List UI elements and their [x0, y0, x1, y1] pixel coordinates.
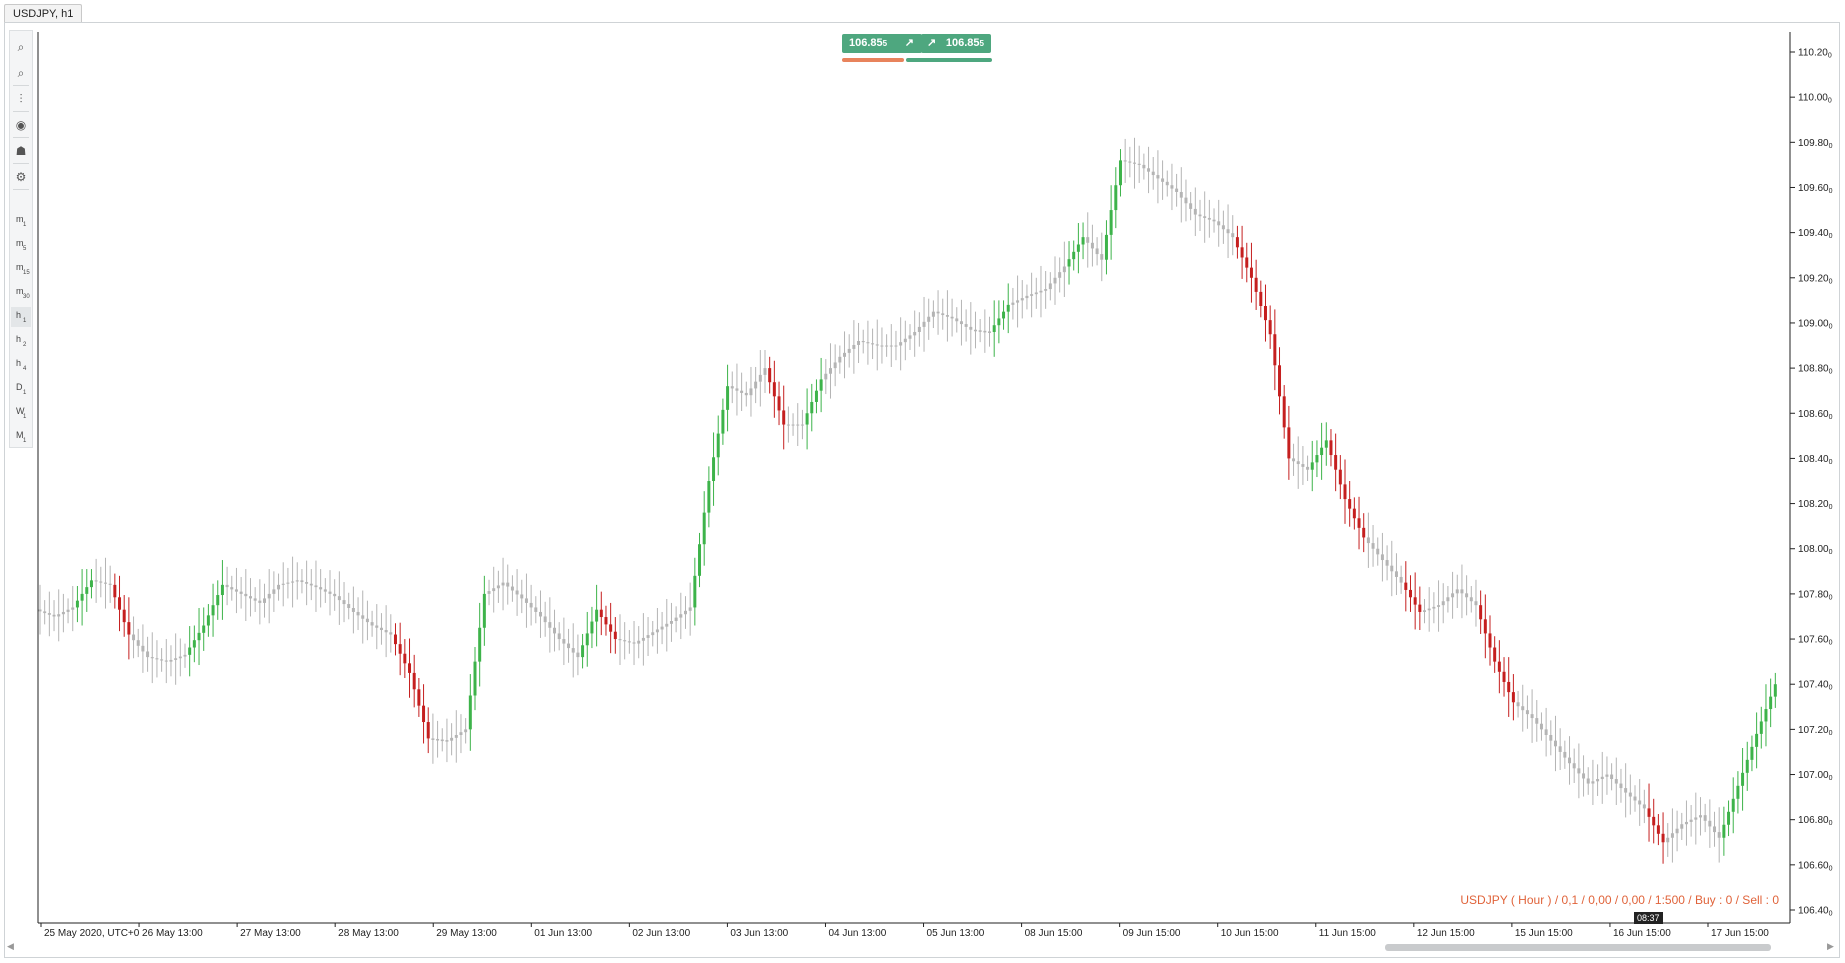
symbol-info-line: USDJPY ( Hour ) / 0,1 / 0,00 / 0,00 / 1:… [1460, 893, 1779, 907]
chart-type-icon[interactable]: ⫶ [19, 91, 23, 106]
timeframe-m15[interactable]: m 15 [16, 262, 30, 276]
buy-volume-bar [906, 58, 992, 62]
y-tick-label: 108.800 [1798, 364, 1833, 376]
x-tick-label: 11 Jun 15:00 [1319, 928, 1377, 939]
scroll-right-icon[interactable]: ▶ [1827, 941, 1834, 951]
x-tick-label: 12 Jun 15:00 [1417, 928, 1475, 939]
buy-price: 106.85 [945, 37, 980, 49]
y-tick-label: 106.600 [1798, 860, 1833, 872]
y-tick-label: 108.600 [1798, 409, 1833, 421]
x-tick-label: 28 May 13:00 [338, 928, 399, 939]
x-tick-label: 04 Jun 13:00 [828, 928, 886, 939]
y-tick-label: 107.200 [1798, 725, 1833, 737]
y-tick-label: 109.400 [1798, 228, 1833, 240]
zoom-in-icon[interactable]: ⌕ [17, 39, 25, 54]
y-tick-label: 109.600 [1798, 183, 1833, 195]
y-tick-label: 107.000 [1798, 770, 1833, 782]
buy-arrow-icon: ↗ [927, 37, 937, 49]
x-tick-label: 02 Jun 13:00 [632, 928, 690, 939]
sell-price: 106.85 [849, 37, 883, 49]
sell-arrow-icon: ↗ [904, 37, 914, 49]
toolbar-separator [13, 163, 29, 164]
y-tick-label: 110.200 [1798, 48, 1832, 60]
toolbar-separator [13, 85, 29, 86]
chart-toolbar: ⌕ ⌕ ⫶ ◉ ☗ ⚙ m 1 m 5 m 15 m 30 h 1 h 2 h 4 D 1 W 1 M 1 [9, 30, 33, 448]
y-tick-label: 107.600 [1798, 635, 1833, 647]
sell-price-sup: 5 [882, 39, 888, 48]
cursor-time-label: 08:37 [1634, 912, 1663, 924]
x-tick-label: 10 Jun 15:00 [1221, 928, 1279, 939]
trader-icon[interactable]: ☗ [15, 144, 27, 158]
buy-button[interactable]: ↗ 106.855 [921, 34, 991, 53]
y-tick-label: 106.800 [1798, 815, 1833, 827]
x-tick-label: 09 Jun 15:00 [1123, 928, 1181, 939]
toolbar-separator [13, 189, 29, 190]
x-tick-label: 05 Jun 13:00 [927, 928, 985, 939]
y-tick-label: 108.000 [1798, 544, 1833, 556]
x-tick-label: 01 Jun 13:00 [534, 928, 592, 939]
scroll-left-icon[interactable]: ◀ [7, 941, 14, 951]
x-tick-label: 17 Jun 15:00 [1711, 928, 1769, 939]
indicator-icon[interactable]: ◉ [15, 118, 27, 132]
x-tick-label: 27 May 13:00 [240, 928, 301, 939]
y-tick-label: 107.800 [1798, 589, 1833, 601]
y-tick-label: 106.400 [1798, 906, 1833, 918]
x-tick-label: 15 Jun 15:00 [1515, 928, 1573, 939]
toolbar-separator [13, 111, 29, 112]
horizontal-scrollbar[interactable] [1385, 944, 1771, 951]
timeframe-m30[interactable]: m 30 [16, 286, 30, 300]
x-tick-label: 08 Jun 15:00 [1025, 928, 1083, 939]
sell-button[interactable]: 106.855 ↗ [842, 34, 922, 53]
y-tick-label: 109.800 [1798, 138, 1833, 150]
y-tick-label: 107.400 [1798, 680, 1833, 692]
y-tick-label: 110.000 [1798, 93, 1832, 105]
x-tick-label: 26 May 13:00 [142, 928, 203, 939]
x-tick-label: 03 Jun 13:00 [730, 928, 788, 939]
chart-tab[interactable]: USDJPY, h1 [4, 4, 83, 23]
y-tick-label: 109.200 [1798, 273, 1833, 285]
x-tick-label: 29 May 13:00 [436, 928, 497, 939]
x-tick-label: 16 Jun 15:00 [1613, 928, 1671, 939]
toolbar-separator [13, 137, 29, 138]
y-tick-label: 108.400 [1798, 454, 1833, 466]
y-tick-label: 108.200 [1798, 499, 1833, 511]
sell-volume-bar [842, 58, 904, 62]
buy-price-sup: 5 [979, 39, 984, 48]
zoom-out-icon[interactable]: ⌕ [17, 65, 25, 80]
settings-icon[interactable]: ⚙ [15, 170, 27, 184]
y-tick-label: 109.000 [1798, 318, 1833, 330]
chart-frame [4, 22, 1840, 958]
x-tick-label: 25 May 2020, UTC+0 [44, 928, 140, 939]
